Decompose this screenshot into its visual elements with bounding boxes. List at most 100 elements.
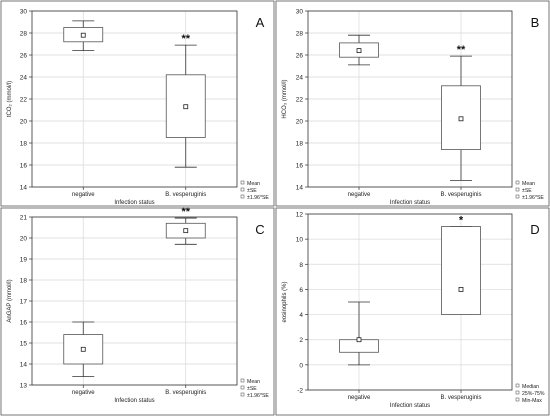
y-tick-label: 14: [20, 185, 28, 192]
legend-swatch: [515, 390, 520, 395]
panel-label: D: [530, 222, 539, 237]
x-tick-label: negative: [348, 395, 371, 401]
panel-label: C: [255, 222, 264, 237]
legend-swatch: [515, 194, 520, 199]
y-tick-label: -2: [297, 388, 303, 395]
x-tick-label: B. vesperuginis: [165, 390, 206, 396]
box-rect: [441, 226, 481, 315]
y-tick-label: 16: [20, 163, 28, 170]
y-tick-label: 26: [296, 53, 304, 60]
y-tick-label: 26: [20, 53, 28, 60]
box-plot-0: [339, 301, 379, 366]
chart-panel-c: 13 14 15 16 17 18 19 20 21 AnGAP (mmol/l) negative…: [0, 206, 275, 416]
panel-label: A: [256, 15, 265, 30]
center-marker: [183, 104, 189, 110]
box-plot-1: [441, 226, 481, 315]
y-tick-label: 17: [20, 299, 28, 306]
x-tick-label: B. vesperuginis: [165, 192, 206, 198]
y-axis-label: tCO₂ (mmol/l): [7, 81, 13, 117]
legend-swatch: [240, 378, 245, 383]
box-plot-1: [165, 217, 206, 245]
y-tick-label: 12: [296, 212, 304, 219]
box-plot-0: [339, 34, 379, 66]
center-marker: [458, 287, 464, 292]
y-tick-label: 18: [296, 141, 304, 148]
legend-entry: Median: [522, 384, 539, 390]
significance-mark: **: [457, 44, 466, 56]
legend-swatch: [515, 187, 520, 192]
y-tick-label: 19: [20, 257, 28, 264]
legend-entry: Mean: [247, 379, 260, 385]
center-marker: [80, 32, 86, 38]
y-tick-label: 14: [296, 185, 304, 192]
box-plot-0: [63, 321, 104, 378]
y-tick-label: 30: [20, 9, 28, 16]
legend-swatch: [515, 180, 520, 185]
y-tick-label: 13: [20, 383, 28, 390]
chart-panel-b: 14 16 18 20 22 24 26 28 30 HCO₃ (mmol/l) negative B…: [275, 0, 550, 207]
legend-entry: ±1.96*SE: [247, 195, 269, 201]
panel-frame: [0, 207, 275, 416]
legend-entry: ±SE: [247, 188, 257, 194]
y-tick-label: 20: [20, 119, 28, 126]
center-marker: [183, 228, 189, 234]
y-tick-label: 16: [296, 163, 304, 170]
y-tick-label: 30: [296, 9, 304, 16]
legend-entry: Mean: [247, 181, 260, 187]
center-marker: [458, 116, 464, 122]
y-tick-label: 20: [296, 119, 304, 126]
y-tick-label: 4: [299, 312, 303, 319]
legend-swatch: [240, 187, 245, 192]
y-tick-label: 24: [20, 75, 28, 82]
legend-entry: ±1.96*SE: [522, 195, 544, 201]
x-axis-label: Infection status: [114, 200, 154, 206]
y-tick-label: 15: [20, 341, 28, 348]
y-tick-label: 28: [296, 31, 304, 38]
center-marker: [80, 346, 86, 352]
legend-entry: Mean: [522, 181, 535, 187]
legend-entry: 25%-75%: [522, 391, 545, 397]
y-tick-label: 24: [296, 75, 304, 82]
x-tick-label: negative: [72, 390, 95, 396]
y-axis-label: AnGAP (mmol/l): [7, 279, 13, 322]
legend-swatch: [515, 383, 520, 388]
y-tick-label: 28: [20, 31, 28, 38]
y-tick-label: 10: [296, 237, 304, 244]
y-tick-label: 22: [296, 97, 304, 104]
y-tick-label: 18: [20, 278, 28, 285]
legend-entry: ±SE: [522, 188, 532, 194]
panel-frame: [0, 0, 275, 207]
plot-area: [307, 213, 513, 391]
x-tick-label: B. vesperuginis: [440, 192, 481, 198]
significance-mark: **: [181, 33, 190, 45]
legend-entry: Min-Max: [522, 398, 542, 404]
legend-entry: ±1.96*SE: [247, 393, 269, 399]
legend-swatch: [515, 397, 520, 402]
y-tick-label: 0: [299, 362, 303, 369]
y-tick-label: 20: [20, 236, 28, 243]
center-marker: [356, 48, 362, 53]
x-tick-label: negative: [72, 192, 95, 198]
box-plot-0: [63, 20, 104, 51]
y-axis-label: eosinophils (%): [282, 281, 288, 322]
y-tick-label: 21: [20, 215, 28, 222]
panel-frame: [275, 207, 550, 416]
x-axis-label: Infection status: [114, 398, 154, 404]
box-plot-1: [165, 44, 206, 168]
y-tick-label: 16: [20, 320, 28, 327]
y-tick-label: 8: [299, 262, 303, 269]
x-tick-label: B. vesperuginis: [440, 395, 481, 401]
panel-label: B: [531, 15, 540, 30]
legend-swatch: [240, 392, 245, 397]
legend-swatch: [240, 385, 245, 390]
significance-mark: *: [459, 215, 464, 227]
panel-frame: [275, 0, 550, 207]
significance-mark: **: [181, 206, 190, 218]
center-marker: [356, 337, 362, 343]
x-axis-label: Infection status: [390, 200, 430, 206]
y-tick-label: 22: [20, 97, 28, 104]
y-axis-label: HCO₃ (mmol/l): [282, 79, 288, 118]
legend-swatch: [240, 180, 245, 185]
y-tick-label: 6: [299, 287, 303, 294]
